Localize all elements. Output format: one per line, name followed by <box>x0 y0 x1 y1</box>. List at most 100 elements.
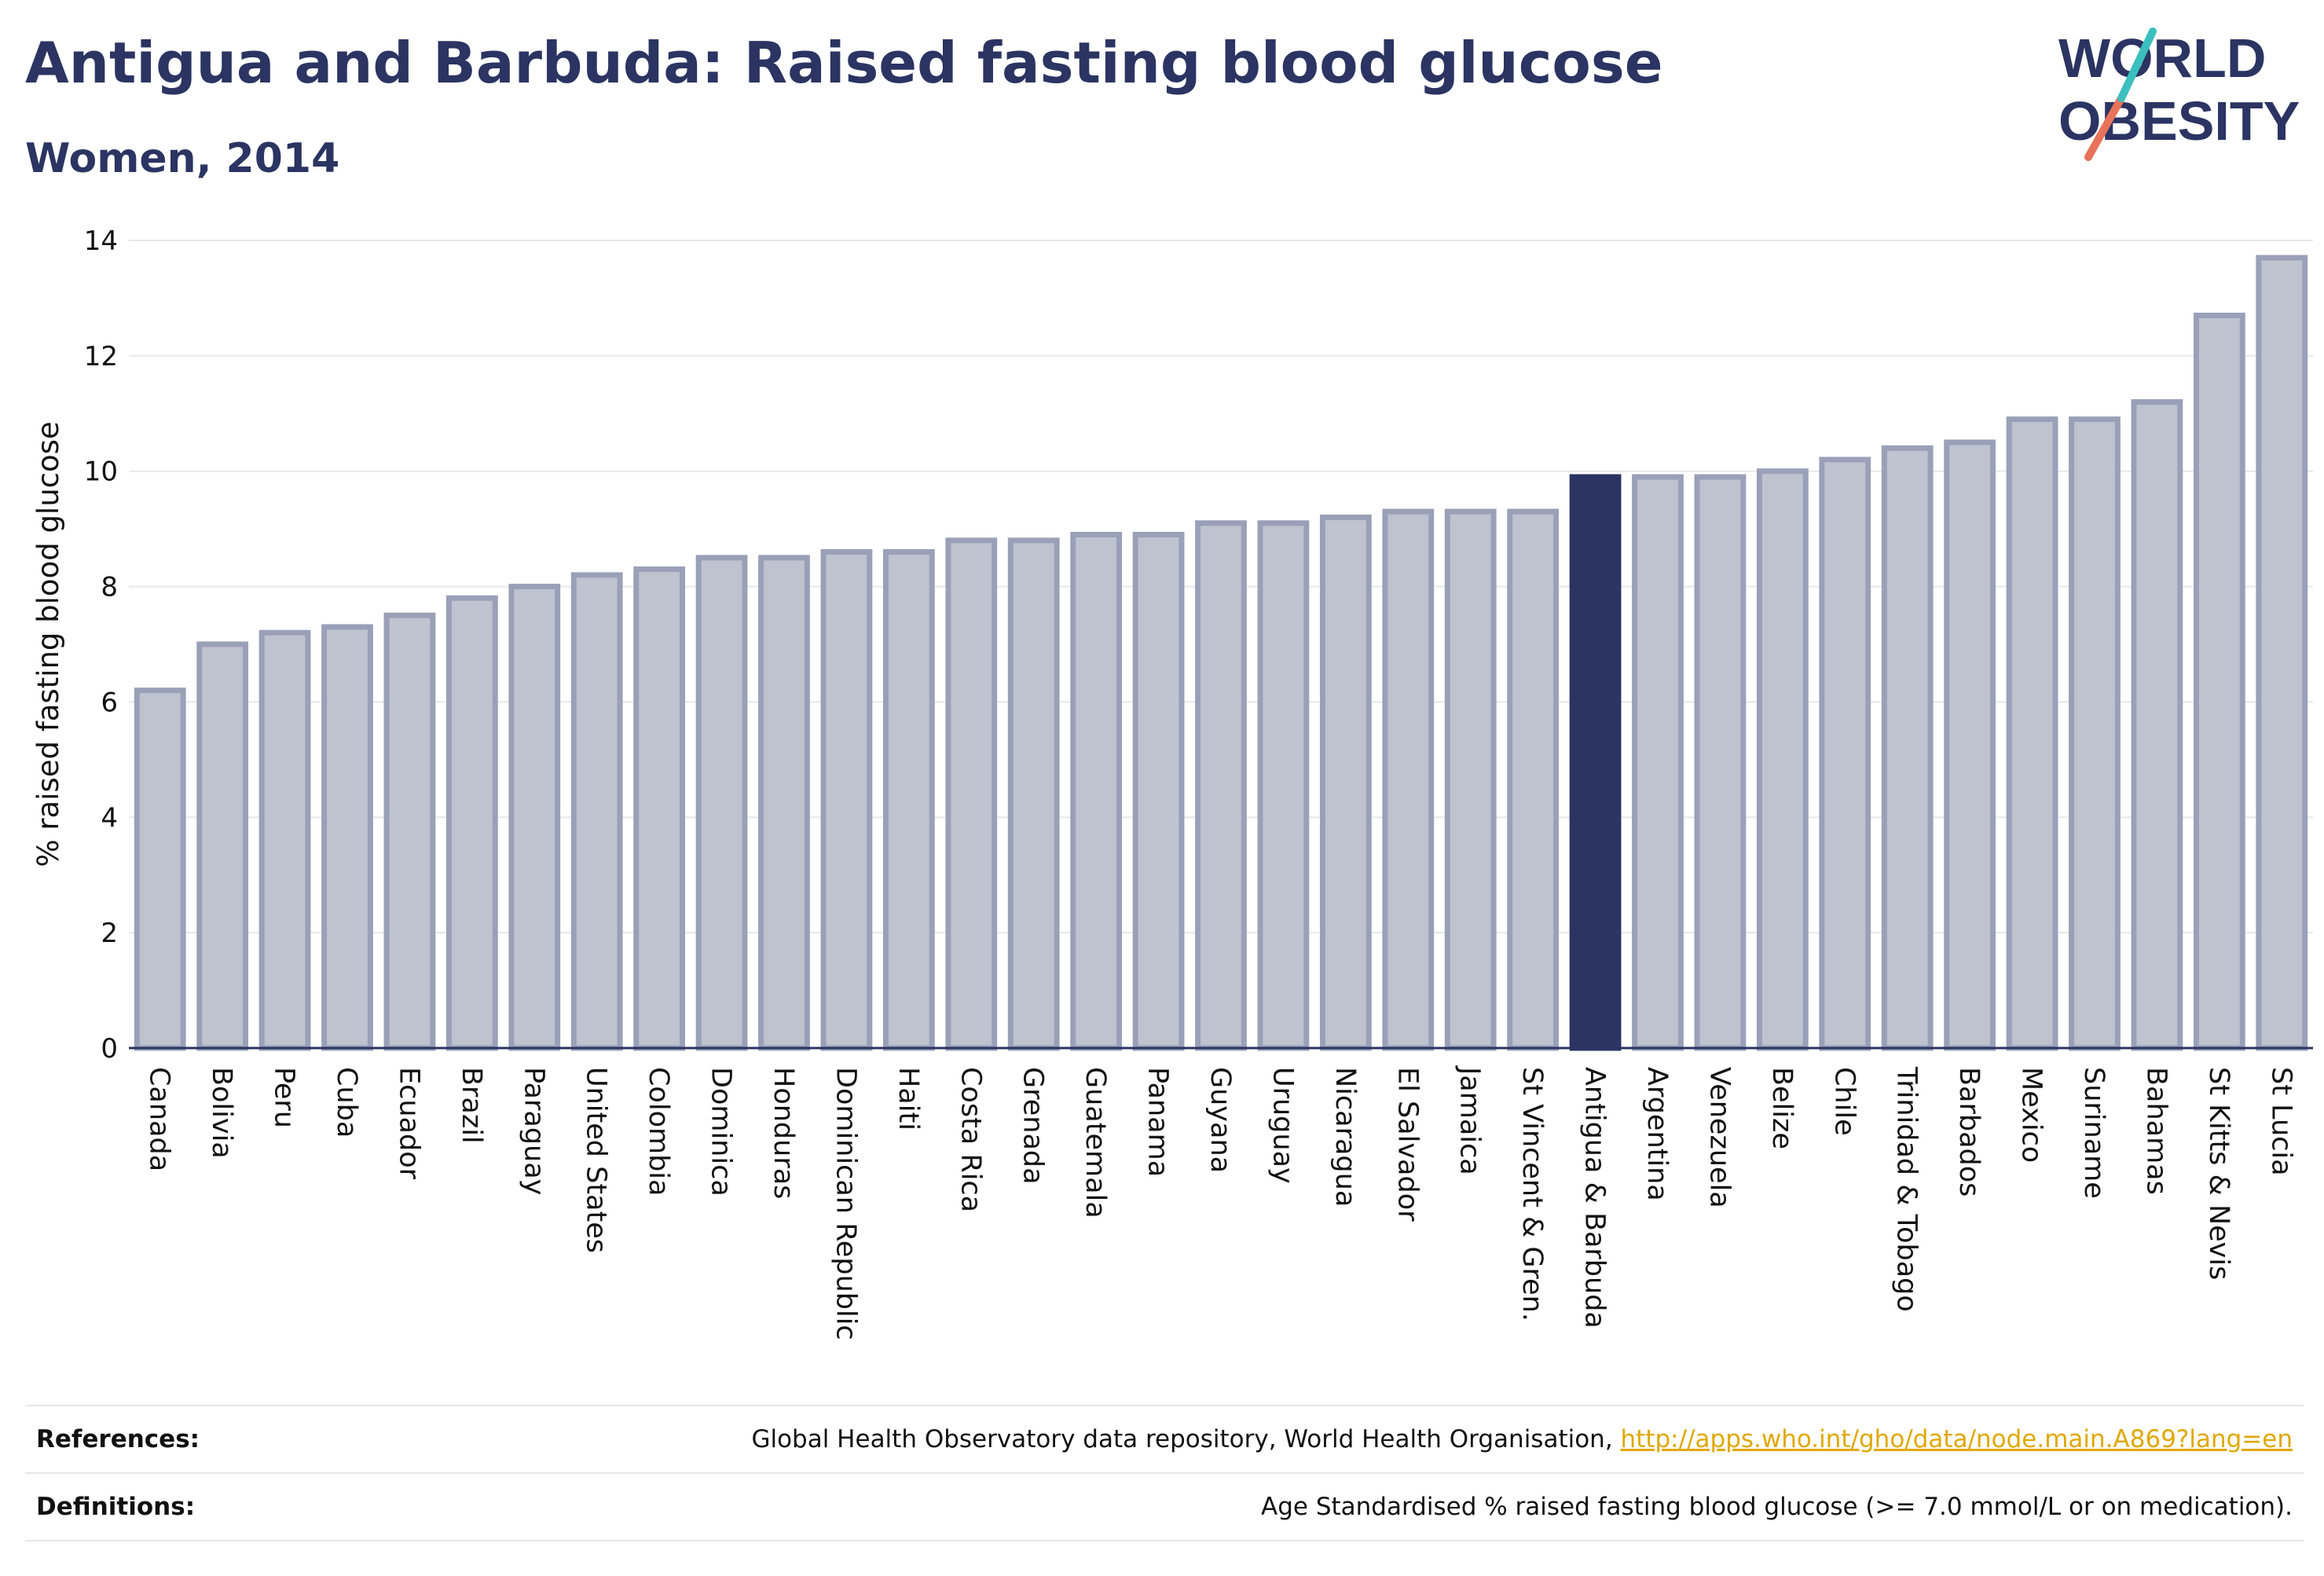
bar-antigua-barbuda <box>1569 474 1622 1051</box>
y-tick-label: 12 <box>84 341 118 372</box>
bar-jamaica <box>1444 508 1497 1051</box>
bar-venezuela <box>1694 474 1747 1051</box>
x-tick-label: St Lucia <box>2265 1067 2297 1176</box>
x-tick-label: Barbados <box>1953 1067 1985 1197</box>
bar-guatemala <box>1070 531 1123 1051</box>
y-axis-ticks: 0 2 4 6 8 10 12 14 <box>84 225 118 1065</box>
bar-grenada <box>1007 537 1060 1051</box>
footer-rule-bottom <box>25 1540 2304 1541</box>
x-tick-label: Costa Rica <box>955 1067 986 1212</box>
bar-panama <box>1132 531 1185 1051</box>
x-axis-labels: Canada Bolivia Peru Cuba Ecuador Brazil Paragu… <box>144 1065 2297 1340</box>
bar-canada <box>134 687 186 1051</box>
x-tick-label: Paraguay <box>518 1067 549 1195</box>
references-label: References: <box>36 1425 200 1453</box>
x-tick-label: St Kitts & Nevis <box>2203 1067 2234 1280</box>
y-tick-label: 14 <box>84 225 118 257</box>
x-tick-label: Colombia <box>643 1067 674 1196</box>
x-tick-label: Venezuela <box>1703 1067 1735 1208</box>
x-tick-label: Jamaica <box>1454 1065 1486 1175</box>
x-tick-label: Bolivia <box>206 1067 237 1159</box>
x-tick-label: Cuba <box>331 1067 362 1138</box>
bar-uruguay <box>1257 520 1310 1051</box>
x-tick-label: Trinidad & Tobago <box>1891 1066 1923 1312</box>
bar-nicaragua <box>1319 514 1372 1051</box>
x-tick-label: Uruguay <box>1266 1067 1298 1184</box>
x-tick-label: Dominican Republic <box>830 1067 861 1340</box>
bar-cuba <box>321 624 373 1051</box>
bar-brazil <box>445 595 498 1051</box>
x-tick-label: Peru <box>269 1067 300 1128</box>
x-tick-label: St Vincent & Gren. <box>1516 1067 1548 1321</box>
x-tick-label: Canada <box>144 1067 175 1171</box>
bar-dominica <box>695 555 748 1051</box>
x-tick-label: Nicaragua <box>1329 1067 1361 1207</box>
x-tick-label: Argentina <box>1641 1067 1673 1201</box>
definitions-label: Definitions: <box>36 1493 196 1521</box>
x-tick-label: Bahamas <box>2140 1067 2172 1195</box>
bar-united-states <box>570 572 623 1051</box>
x-tick-label: United States <box>581 1067 612 1253</box>
x-tick-label: Dominica <box>706 1067 737 1197</box>
logo-slash-teal <box>2117 27 2157 102</box>
x-tick-label: Suriname <box>2078 1067 2110 1199</box>
x-tick-label: Mexico <box>2016 1067 2047 1163</box>
bar-belize <box>1756 468 1809 1051</box>
x-tick-label: Honduras <box>768 1067 799 1199</box>
logo-line1: WORLD <box>2058 27 2266 89</box>
bar-paraguay <box>508 584 561 1051</box>
bar-suriname <box>2069 416 2121 1051</box>
x-tick-label: Grenada <box>1017 1067 1049 1185</box>
bar-honduras <box>758 555 810 1051</box>
x-tick-label: Belize <box>1766 1067 1798 1149</box>
bar-colombia <box>633 566 686 1051</box>
footer-rule-middle <box>25 1472 2304 1474</box>
y-tick-label: 4 <box>101 802 118 834</box>
y-tick-label: 10 <box>84 456 118 488</box>
references-row: References: Global Health Observatory da… <box>25 1406 2304 1472</box>
world-obesity-logo: WORLD OBESITY <box>2058 27 2300 161</box>
bar-argentina <box>1632 474 1684 1051</box>
definitions-text: Age Standardised % raised fasting blood … <box>1261 1493 2293 1521</box>
references-value: Global Health Observatory data repositor… <box>751 1425 2304 1453</box>
bar-haiti <box>882 549 935 1051</box>
bar-st-lucia <box>2256 255 2308 1051</box>
chart-subtitle: Women, 2014 <box>25 135 340 182</box>
y-axis-label: % raised fasting blood glucose <box>31 421 65 867</box>
x-tick-label: Guyana <box>1204 1067 1236 1173</box>
x-tick-label: Chile <box>1828 1067 1860 1136</box>
definitions-row: Definitions: Age Standardised % raised f… <box>25 1474 2304 1540</box>
bar-chart: 0 2 4 6 8 10 12 14 Canada Bolivia Peru Cuba Ecuador… <box>31 225 2313 1340</box>
x-tick-label: Guatemala <box>1080 1067 1111 1219</box>
bar-bolivia <box>196 641 249 1051</box>
x-tick-label: Brazil <box>456 1067 487 1144</box>
x-tick-label: Ecuador <box>393 1067 424 1180</box>
bar-st-kitts-nevis <box>2193 312 2245 1051</box>
x-tick-label: El Salvador <box>1391 1067 1423 1222</box>
x-tick-label: Antigua & Barbuda <box>1579 1067 1611 1329</box>
bar-ecuador <box>383 612 436 1051</box>
bar-trinidad-tobago <box>1881 445 1934 1051</box>
bar-dominican-republic <box>820 549 873 1051</box>
bar-bahamas <box>2131 399 2183 1051</box>
logo-slash-coral <box>2084 94 2125 161</box>
references-text: Global Health Observatory data repositor… <box>751 1425 1621 1453</box>
bar-barbados <box>1944 439 1996 1051</box>
y-tick-label: 6 <box>101 687 118 718</box>
bar-costa-rica <box>945 537 998 1051</box>
bar-mexico <box>2006 416 2058 1051</box>
bar-peru <box>258 629 311 1051</box>
chart-title: Antigua and Barbuda: Raised fasting bloo… <box>25 30 1663 96</box>
bar-el-salvador <box>1382 508 1435 1051</box>
x-tick-label: Haiti <box>893 1067 924 1131</box>
y-tick-label: 8 <box>101 572 118 603</box>
bar-chile <box>1819 456 1871 1051</box>
x-tick-label: Panama <box>1142 1067 1174 1177</box>
bar-guyana <box>1195 520 1247 1051</box>
references-link[interactable]: http://apps.who.int/gho/data/node.main.A… <box>1620 1425 2293 1453</box>
bar-st-vincent-gren <box>1507 508 1560 1051</box>
footer-rule-top <box>25 1405 2304 1406</box>
y-tick-label: 2 <box>101 918 118 949</box>
y-tick-label: 0 <box>101 1033 118 1065</box>
bars <box>134 255 2308 1051</box>
